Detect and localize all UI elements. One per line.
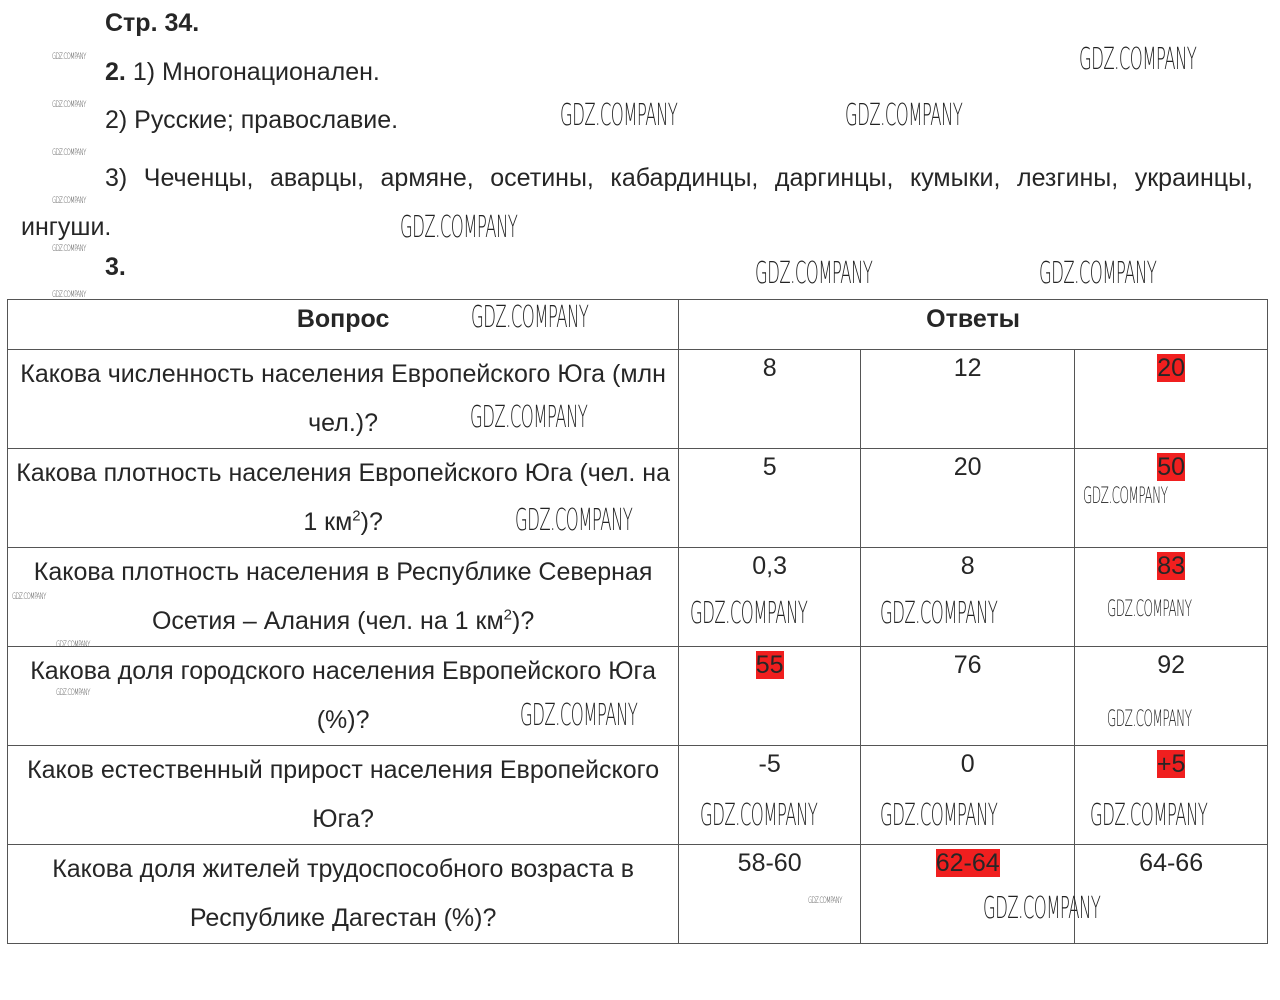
watermark: GDZ.COMPANY bbox=[845, 98, 963, 133]
question-cell: Каков естественный прирост населения Евр… bbox=[6, 745, 680, 845]
answer-cell: 83 bbox=[1074, 547, 1268, 647]
answers-table: Вопрос Ответы Какова численность населен… bbox=[6, 299, 1268, 944]
watermark: GDZ.COMPANY bbox=[1083, 484, 1168, 509]
watermark: GDZ.COMPANY bbox=[515, 503, 633, 538]
watermark: GDZ.COMPANY bbox=[560, 98, 678, 133]
answer-option: 12 bbox=[953, 354, 982, 382]
answer-cell: 92 bbox=[1074, 646, 1268, 746]
answer-cell: 20 bbox=[860, 448, 1076, 548]
selected-answer: 55 bbox=[755, 651, 784, 679]
answer-option: 58-60 bbox=[737, 849, 802, 877]
question-cell: Какова плотность населения в Республике … bbox=[6, 547, 680, 647]
question-cell: Какова доля городского населения Европей… bbox=[6, 646, 680, 746]
watermark: GDZ.COMPANY bbox=[808, 896, 842, 906]
task-2-item-2: 2) Русские; православие. bbox=[105, 106, 399, 134]
watermark: GDZ.COMPANY bbox=[400, 210, 518, 245]
table-row: Какова доля жителей трудоспособного возр… bbox=[6, 844, 1268, 944]
answer-option: -5 bbox=[758, 750, 781, 778]
item-1-text: 1) Многонационален. bbox=[132, 58, 380, 86]
watermark: GDZ.COMPANY bbox=[700, 798, 818, 833]
answer-option: 5 bbox=[762, 453, 777, 481]
answer-cell: 20 bbox=[1074, 349, 1268, 449]
watermark: GDZ.COMPANY bbox=[52, 196, 86, 206]
question-cell: Какова доля жителей трудоспособного возр… bbox=[6, 844, 680, 944]
answer-cell: 8 bbox=[860, 547, 1076, 647]
watermark: GDZ.COMPANY bbox=[52, 52, 86, 62]
answer-cell: 58-60 bbox=[678, 844, 862, 944]
watermark: GDZ.COMPANY bbox=[983, 891, 1101, 926]
table-row: Какова численность населения Европейског… bbox=[6, 349, 1268, 449]
answer-option: 0 bbox=[960, 750, 975, 778]
answer-option: 0,3 bbox=[752, 552, 788, 580]
page-header: Стр. 34. bbox=[105, 9, 200, 37]
answer-option: 8 bbox=[960, 552, 975, 580]
selected-answer: 62-64 bbox=[935, 849, 1000, 877]
watermark: GDZ.COMPANY bbox=[52, 148, 86, 158]
watermark: GDZ.COMPANY bbox=[1107, 597, 1192, 622]
header-question: Вопрос bbox=[6, 299, 680, 350]
watermark: GDZ.COMPANY bbox=[12, 592, 46, 602]
watermark: GDZ.COMPANY bbox=[1039, 256, 1157, 291]
task-3-number: 3. bbox=[105, 253, 126, 281]
table-row: Каков естественный прирост населения Евр… bbox=[6, 745, 1268, 845]
task-2-item-1: 2. 1) Многонационален. bbox=[105, 57, 380, 87]
watermark: GDZ.COMPANY bbox=[880, 596, 998, 631]
answer-cell: 5 bbox=[678, 448, 862, 548]
watermark: GDZ.COMPANY bbox=[520, 698, 638, 733]
answer-cell: 0 bbox=[860, 745, 1076, 845]
answer-cell: 12 bbox=[860, 349, 1076, 449]
watermark: GDZ.COMPANY bbox=[470, 400, 588, 435]
task-2-item-3: 3) Чеченцы, аварцы, армяне, осетины, каб… bbox=[21, 164, 1253, 241]
answer-cell: 55 bbox=[678, 646, 862, 746]
watermark: GDZ.COMPANY bbox=[1107, 707, 1192, 732]
answer-option: 64-66 bbox=[1139, 849, 1204, 877]
question-cell: Какова численность населения Европейског… bbox=[6, 349, 680, 449]
answer-option: 92 bbox=[1157, 651, 1186, 679]
answer-cell: -5 bbox=[678, 745, 862, 845]
header-answers: Ответы bbox=[678, 299, 1268, 350]
watermark: GDZ.COMPANY bbox=[880, 798, 998, 833]
watermark: GDZ.COMPANY bbox=[755, 256, 873, 291]
watermark: GDZ.COMPANY bbox=[52, 290, 86, 300]
watermark: GDZ.COMPANY bbox=[690, 596, 808, 631]
watermark: GDZ.COMPANY bbox=[1079, 42, 1197, 77]
answer-option: 76 bbox=[953, 651, 982, 679]
answer-cell: +5 bbox=[1074, 745, 1268, 845]
selected-answer: 50 bbox=[1157, 453, 1186, 481]
answer-option: 20 bbox=[953, 453, 982, 481]
watermark: GDZ.COMPANY bbox=[471, 300, 589, 335]
answer-option: 8 bbox=[762, 354, 777, 382]
table-row: Какова доля городского населения Европей… bbox=[6, 646, 1268, 746]
answer-cell: 76 bbox=[860, 646, 1076, 746]
answer-cell: 64-66 bbox=[1074, 844, 1268, 944]
selected-answer: 20 bbox=[1157, 354, 1186, 382]
answer-cell: 8 bbox=[678, 349, 862, 449]
selected-answer: 83 bbox=[1157, 552, 1186, 580]
table-row: Какова плотность населения Европейского … bbox=[6, 448, 1268, 548]
question-cell: Какова плотность населения Европейского … bbox=[6, 448, 680, 548]
watermark: GDZ.COMPANY bbox=[52, 244, 86, 254]
watermark: GDZ.COMPANY bbox=[56, 688, 90, 698]
selected-answer: +5 bbox=[1156, 750, 1186, 778]
answer-cell: 62-64 bbox=[860, 844, 1076, 944]
watermark: GDZ.COMPANY bbox=[52, 100, 86, 110]
task-2-number: 2. bbox=[105, 58, 126, 86]
table-row: Какова плотность населения в Республике … bbox=[6, 547, 1268, 647]
answer-cell: 50 bbox=[1074, 448, 1268, 548]
watermark: GDZ.COMPANY bbox=[1090, 798, 1208, 833]
watermark: GDZ.COMPANY bbox=[56, 640, 90, 650]
